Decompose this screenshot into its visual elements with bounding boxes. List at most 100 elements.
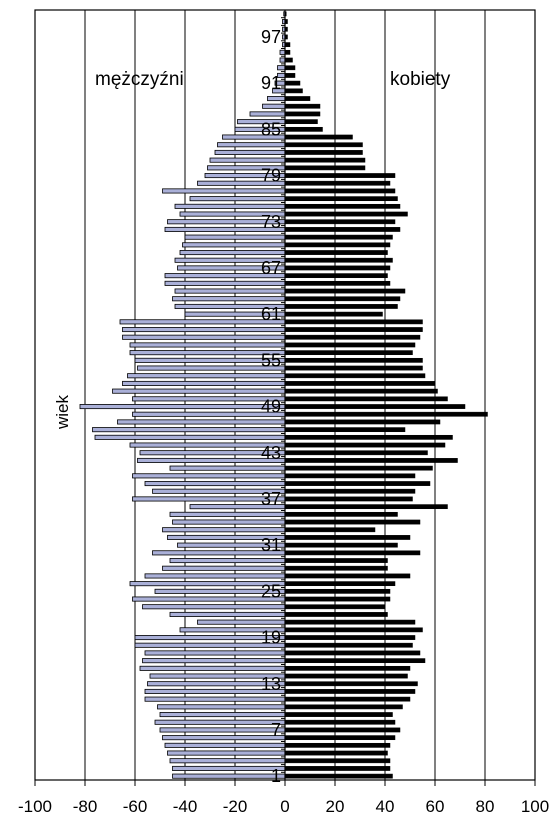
bar-male-age-27 <box>144 573 286 579</box>
age-tick-label: 97 <box>261 27 281 47</box>
bar-male-age-77 <box>162 188 286 194</box>
bar-male-age-6 <box>162 735 286 741</box>
bar-female-age-31 <box>284 542 398 548</box>
bar-female-age-15 <box>284 665 411 671</box>
bar-male-age-83 <box>217 142 286 148</box>
bar-female-age-11 <box>284 696 411 702</box>
bar-male-age-9 <box>159 712 286 718</box>
bar-female-age-10 <box>284 704 403 710</box>
bar-female-age-80 <box>284 165 366 171</box>
bar-female-age-45 <box>284 434 453 440</box>
bar-male-age-10 <box>157 704 286 710</box>
bar-female-age-62 <box>284 304 398 309</box>
bar-male-age-64 <box>174 288 286 294</box>
x-tick-label: 80 <box>476 797 495 816</box>
bar-female-age-70 <box>284 242 391 248</box>
bar-male-age-65 <box>164 280 286 286</box>
bar-male-age-23 <box>142 604 286 610</box>
bar-female-age-74 <box>284 211 408 217</box>
bar-male-age-41 <box>169 465 286 471</box>
bar-female-age-1 <box>284 773 393 779</box>
bar-female-age-77 <box>284 188 396 194</box>
bar-female-age-81 <box>284 157 366 163</box>
bar-female-age-34 <box>284 519 421 525</box>
bar-male-age-71 <box>184 234 286 240</box>
bar-female-age-33 <box>284 527 376 533</box>
bar-male-age-70 <box>182 242 286 248</box>
bar-male-age-3 <box>169 758 286 764</box>
bar-female-age-41 <box>284 465 433 471</box>
bar-male-age-52 <box>122 380 286 386</box>
age-tick-label: 61 <box>261 304 281 324</box>
bar-female-age-39 <box>284 481 431 486</box>
bar-male-age-63 <box>172 296 286 302</box>
male-bars <box>79 11 286 779</box>
bar-female-age-69 <box>284 250 388 255</box>
bar-female-age-28 <box>284 565 388 571</box>
x-tick-label: 60 <box>426 797 445 816</box>
bar-female-age-82 <box>284 150 363 155</box>
bar-male-age-95 <box>279 49 286 55</box>
bar-male-age-7 <box>159 727 286 733</box>
bar-male-age-4 <box>167 750 286 756</box>
bar-male-age-29 <box>169 558 286 564</box>
female-bars <box>284 11 488 779</box>
bar-female-age-17 <box>284 650 421 656</box>
bar-female-age-36 <box>284 504 448 510</box>
bar-female-age-87 <box>284 111 321 117</box>
bar-male-age-89 <box>267 96 286 102</box>
bar-female-age-23 <box>284 604 386 610</box>
bar-female-age-58 <box>284 334 421 340</box>
bar-female-age-65 <box>284 280 391 286</box>
bar-female-age-72 <box>284 227 401 232</box>
bar-male-age-76 <box>189 196 286 202</box>
bar-female-age-55 <box>284 357 423 363</box>
bar-female-age-75 <box>284 203 401 209</box>
age-tick-label: 91 <box>261 73 281 93</box>
bar-female-age-64 <box>284 288 406 294</box>
bar-female-age-19 <box>284 635 416 640</box>
legend-female: kobiety <box>390 69 451 90</box>
x-tick-label: 40 <box>376 797 395 816</box>
bar-female-age-83 <box>284 142 363 148</box>
bar-male-age-2 <box>172 765 286 771</box>
bar-female-age-76 <box>284 196 398 202</box>
bar-female-age-95 <box>284 49 291 55</box>
bar-female-age-47 <box>284 419 441 425</box>
bar-female-age-3 <box>284 758 391 764</box>
legend-male: mężczyźni <box>95 69 184 90</box>
bar-female-age-63 <box>284 296 401 302</box>
center-axis <box>281 9 286 781</box>
bar-female-age-26 <box>284 581 396 587</box>
bar-female-age-60 <box>284 319 423 325</box>
bar-male-age-39 <box>144 481 286 487</box>
bar-female-age-14 <box>284 673 408 679</box>
bar-female-age-79 <box>284 173 396 178</box>
bar-male-age-1 <box>172 773 286 779</box>
x-tick-label: 20 <box>326 797 345 816</box>
bar-male-age-47 <box>117 419 286 425</box>
bar-male-age-49 <box>79 404 286 410</box>
bar-female-age-30 <box>284 550 421 556</box>
bar-female-age-48 <box>284 411 488 417</box>
bar-female-age-96 <box>284 42 291 48</box>
x-tick-label: -40 <box>173 797 198 816</box>
bar-female-age-44 <box>284 442 446 448</box>
bar-male-age-28 <box>162 565 286 571</box>
age-tick-label: 49 <box>261 397 281 417</box>
age-tick-label: 67 <box>261 258 281 278</box>
bar-female-age-35 <box>284 511 398 517</box>
bar-male-age-34 <box>172 519 286 525</box>
bar-male-age-59 <box>122 327 286 333</box>
y-axis-title: wiek <box>53 394 72 430</box>
bar-female-age-51 <box>284 388 438 394</box>
bar-male-age-58 <box>122 334 286 340</box>
bar-male-age-15 <box>139 665 286 671</box>
bar-female-age-40 <box>284 473 416 479</box>
bar-female-age-71 <box>284 234 393 240</box>
bar-male-age-69 <box>179 250 286 256</box>
age-tick-labels: 1 7 13 19 25 31 37 43 49 55 61 67 73 79 85 91 97 <box>261 27 281 786</box>
bar-female-age-52 <box>284 381 436 386</box>
bar-female-age-21 <box>284 619 416 625</box>
bar-female-age-32 <box>284 535 411 540</box>
